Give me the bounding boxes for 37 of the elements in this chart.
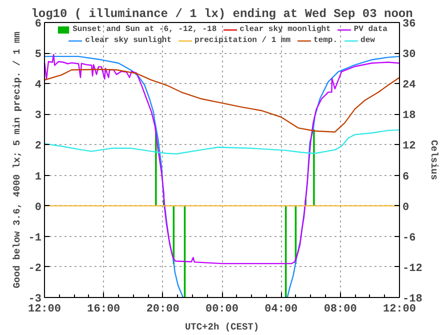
x-tick-label: 00:00	[205, 304, 239, 316]
legend-label: precipitation / 1 mm	[194, 36, 291, 45]
legend-label: temp.	[314, 36, 338, 45]
y2-tick-label: -6	[402, 232, 416, 244]
y2-tick-label: 0	[402, 202, 410, 214]
y-tick-label: 6	[34, 18, 42, 30]
x-tick-label: 04:00	[264, 304, 298, 316]
y-tick-label: -1	[28, 232, 42, 244]
y-tick-label: 2	[34, 140, 42, 153]
y2-tick-label: 36	[402, 18, 416, 30]
y2-tick-label: 24	[402, 80, 416, 92]
y2-tick-label: 30	[402, 49, 416, 62]
legend-label: dew	[360, 36, 376, 45]
y-tick-label: -3	[28, 294, 42, 306]
x-tick-label: 08:00	[324, 304, 357, 316]
y-tick-label: 5	[34, 49, 42, 62]
y-tick-label: 4	[34, 80, 42, 92]
y2-axis-title: Celsius	[428, 140, 440, 180]
y2-tick-label: 12	[402, 140, 416, 153]
legend-label: clear sky sunlight	[85, 36, 172, 45]
legend-label: PV data	[354, 25, 388, 34]
legend-label: clear sky moonlight	[240, 25, 331, 34]
legend-label: Sunset and Sun at -6, -12, -18	[72, 25, 217, 34]
y-tick-label: -2	[28, 262, 42, 275]
y2-tick-label: 18	[402, 110, 416, 122]
x-tick-label: 12:00	[382, 304, 416, 316]
x-axis-title: UTC+2h (CEST)	[184, 322, 260, 332]
y-axis-title: Good below 3.6, 4000 lx; 5 min precip. / 1 mm	[11, 31, 22, 288]
y2-tick-label: -12	[402, 262, 422, 275]
y2-tick-label: 6	[402, 171, 410, 184]
y2-tick-label: -18	[402, 294, 423, 306]
y-tick-label: 3	[34, 110, 42, 122]
y-tick-label: 0	[34, 202, 42, 214]
x-tick-label: 12:00	[28, 304, 62, 316]
x-tick-label: 20:00	[146, 304, 180, 316]
y-tick-label: 1	[34, 171, 42, 184]
x-tick-label: 16:00	[87, 304, 120, 316]
